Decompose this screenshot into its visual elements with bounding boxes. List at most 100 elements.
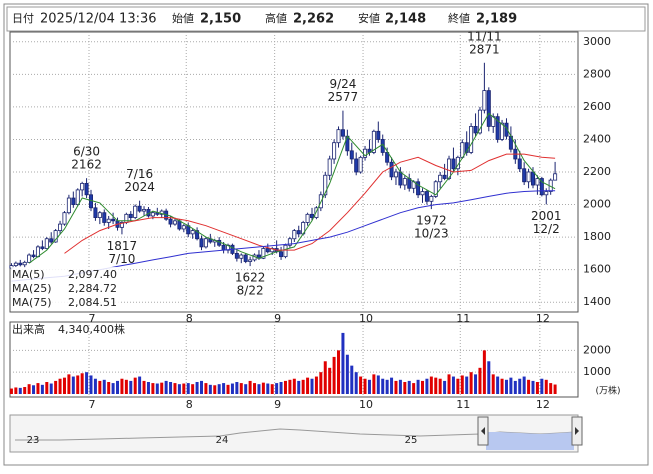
volume-bar xyxy=(416,379,420,394)
volume-bar xyxy=(124,379,128,394)
volume-bar xyxy=(407,380,411,394)
volume-bar xyxy=(398,379,402,394)
candle-body xyxy=(336,129,341,144)
legend-name: MA(25) xyxy=(12,282,52,295)
volume-frame xyxy=(9,321,579,398)
volume-bar xyxy=(478,367,482,394)
candle-body xyxy=(142,209,147,212)
x-tick-label: 12 xyxy=(536,398,550,411)
candle-body xyxy=(486,90,491,127)
volume-bar xyxy=(345,354,349,394)
volume-bar xyxy=(412,383,416,394)
volume-bar xyxy=(80,373,84,394)
volume-bar xyxy=(292,378,296,394)
volume-bar xyxy=(98,380,102,394)
volume-bar xyxy=(328,367,332,394)
volume-bar xyxy=(434,377,438,394)
candle-body xyxy=(111,218,116,222)
volume-bar xyxy=(474,374,478,394)
candle-body xyxy=(531,171,536,186)
header-label: 終値 xyxy=(448,11,470,25)
y-tick-label: 2000 xyxy=(583,343,611,356)
candle-body xyxy=(287,238,292,246)
volume-bar xyxy=(226,384,230,394)
volume-bar xyxy=(359,376,363,394)
candle-body xyxy=(535,178,540,186)
x-tick-label: 10 xyxy=(359,312,373,325)
volume-bar xyxy=(482,350,486,394)
volume-bar xyxy=(151,383,155,394)
annotation-date: 8/22 xyxy=(237,284,264,298)
candle-body xyxy=(340,129,345,137)
volume-bar xyxy=(509,377,513,394)
volume-bar xyxy=(111,383,115,394)
candle-body xyxy=(239,254,244,259)
header-value: 2,150 xyxy=(200,12,241,27)
volume-bar xyxy=(204,383,208,394)
candle-body xyxy=(172,220,177,225)
candle-body xyxy=(371,130,376,153)
x-tick-label: 7 xyxy=(89,312,96,325)
y-tick-label: 1000 xyxy=(583,365,611,378)
volume-bar xyxy=(213,385,217,394)
volume-bar xyxy=(266,383,270,394)
annotation-value: 2024 xyxy=(124,180,155,194)
candle-body xyxy=(66,197,71,214)
x-tick-label: 9 xyxy=(274,312,281,325)
navigator-line xyxy=(15,428,576,441)
legend-value: 2,097.40 xyxy=(68,268,117,281)
candle-body xyxy=(309,213,314,218)
y-tick-label: 3000 xyxy=(583,35,611,48)
header-label: 安値 xyxy=(358,11,380,25)
volume-bar xyxy=(314,376,318,394)
volume-bar xyxy=(36,383,40,394)
header-label: 始値 xyxy=(172,11,194,25)
volume-bar xyxy=(323,361,327,394)
candle-body xyxy=(93,207,98,218)
volume-bar xyxy=(341,332,345,394)
header-value: 2,148 xyxy=(385,12,426,27)
volume-bar xyxy=(465,376,469,394)
y-tick-label: 2000 xyxy=(583,198,611,211)
candle-body xyxy=(199,238,204,248)
candle-body xyxy=(44,238,49,249)
volume-bar xyxy=(93,378,97,394)
annotation-date: 7/10 xyxy=(108,252,135,266)
candle-body xyxy=(482,90,487,111)
candle-body xyxy=(420,191,425,196)
volume-bar xyxy=(186,383,190,394)
volume-bar xyxy=(403,382,407,394)
volume-bar xyxy=(553,384,557,394)
candle-body xyxy=(35,246,40,258)
y-tick-label: 1600 xyxy=(583,263,611,276)
candle-body xyxy=(522,168,527,183)
volume-bar xyxy=(518,378,522,394)
volume-bar xyxy=(54,380,58,394)
volume-bar xyxy=(270,384,274,394)
header-frame xyxy=(6,6,646,32)
volume-bar xyxy=(62,377,66,394)
volume-bar xyxy=(337,350,341,394)
y-tick-label: 2400 xyxy=(583,132,611,145)
candle-body xyxy=(416,181,421,196)
volume-bar xyxy=(500,378,504,394)
handle-arrow xyxy=(575,427,579,435)
candle-body xyxy=(97,212,102,218)
x-tick-label: 8 xyxy=(186,398,193,411)
x-tick-label: 11 xyxy=(456,312,470,325)
volume-bar xyxy=(102,379,106,394)
candle-body xyxy=(133,205,138,218)
candle-body xyxy=(248,259,253,262)
annotation-value: 1817 xyxy=(107,239,138,253)
candle-body xyxy=(168,218,173,225)
volume-bar xyxy=(257,384,261,394)
candle-body xyxy=(402,178,407,186)
volume-bar xyxy=(491,374,495,394)
volume-bar xyxy=(195,382,199,394)
volume-bar xyxy=(248,380,252,394)
header-label: 日付 xyxy=(12,12,34,25)
candle-body xyxy=(429,196,434,202)
candle-body xyxy=(393,171,398,178)
volume-bar xyxy=(116,380,120,394)
volume-bar xyxy=(363,378,367,394)
